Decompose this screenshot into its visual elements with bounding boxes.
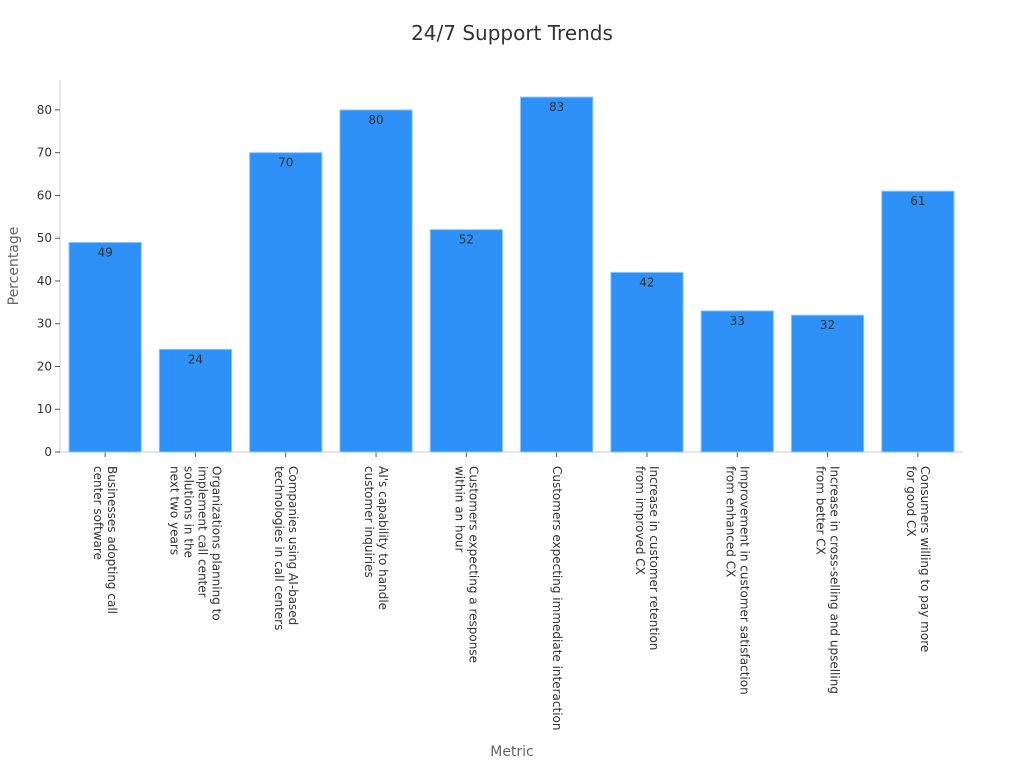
data-label: 80 xyxy=(368,113,383,127)
bar xyxy=(520,96,594,453)
y-tick-label: 50 xyxy=(37,231,52,245)
x-axis-title: Metric xyxy=(490,744,534,760)
x-tick-label: Customers expecting immediate interactio… xyxy=(550,466,564,731)
y-tick-label: 70 xyxy=(37,146,52,160)
x-tick-label: Customers expecting a responsewithin an … xyxy=(453,466,481,663)
y-tick-label: 40 xyxy=(37,274,52,288)
data-label: 70 xyxy=(278,156,293,170)
data-label: 24 xyxy=(188,352,203,366)
y-tick-label: 0 xyxy=(44,445,52,459)
data-label: 83 xyxy=(549,100,564,114)
y-tick-label: 60 xyxy=(37,188,52,202)
data-label: 32 xyxy=(820,318,835,332)
y-tick-label: 80 xyxy=(37,103,52,117)
y-tick-label: 20 xyxy=(37,359,52,373)
bar xyxy=(881,190,955,453)
data-label: 33 xyxy=(730,314,745,328)
y-axis-title: Percentage xyxy=(6,227,22,306)
bar xyxy=(158,348,233,453)
x-tick-label: Businesses adopting callcenter software xyxy=(92,466,120,614)
x-tick-label: Consumers willing to pay morefor good CX xyxy=(904,466,932,652)
x-tick-label: Improvement in customer satisfactionfrom… xyxy=(724,466,752,695)
data-label: 42 xyxy=(639,275,654,289)
bar xyxy=(700,310,774,453)
chart-title: 24/7 Support Trends xyxy=(411,21,613,45)
bar xyxy=(790,314,865,453)
x-tick-label: Increase in customer retentionfrom impro… xyxy=(633,466,661,650)
y-tick-label: 30 xyxy=(37,317,52,331)
data-label: 52 xyxy=(459,233,474,247)
bar xyxy=(339,109,413,453)
x-tick-label: Companies using AI-basedtechnologies in … xyxy=(272,466,300,630)
bar xyxy=(249,152,323,453)
y-tick-label: 10 xyxy=(37,402,52,416)
x-tick-label: Organizations planning toimplement call … xyxy=(168,466,224,621)
x-tick-label: Increase in cross-selling and upsellingf… xyxy=(814,466,842,694)
bar xyxy=(68,241,142,453)
data-label: 61 xyxy=(910,194,925,208)
bar xyxy=(610,271,684,453)
data-label: 49 xyxy=(98,245,113,259)
bar xyxy=(429,229,503,453)
x-tick-label: AI's capability to handlecustomer inquir… xyxy=(363,466,391,610)
